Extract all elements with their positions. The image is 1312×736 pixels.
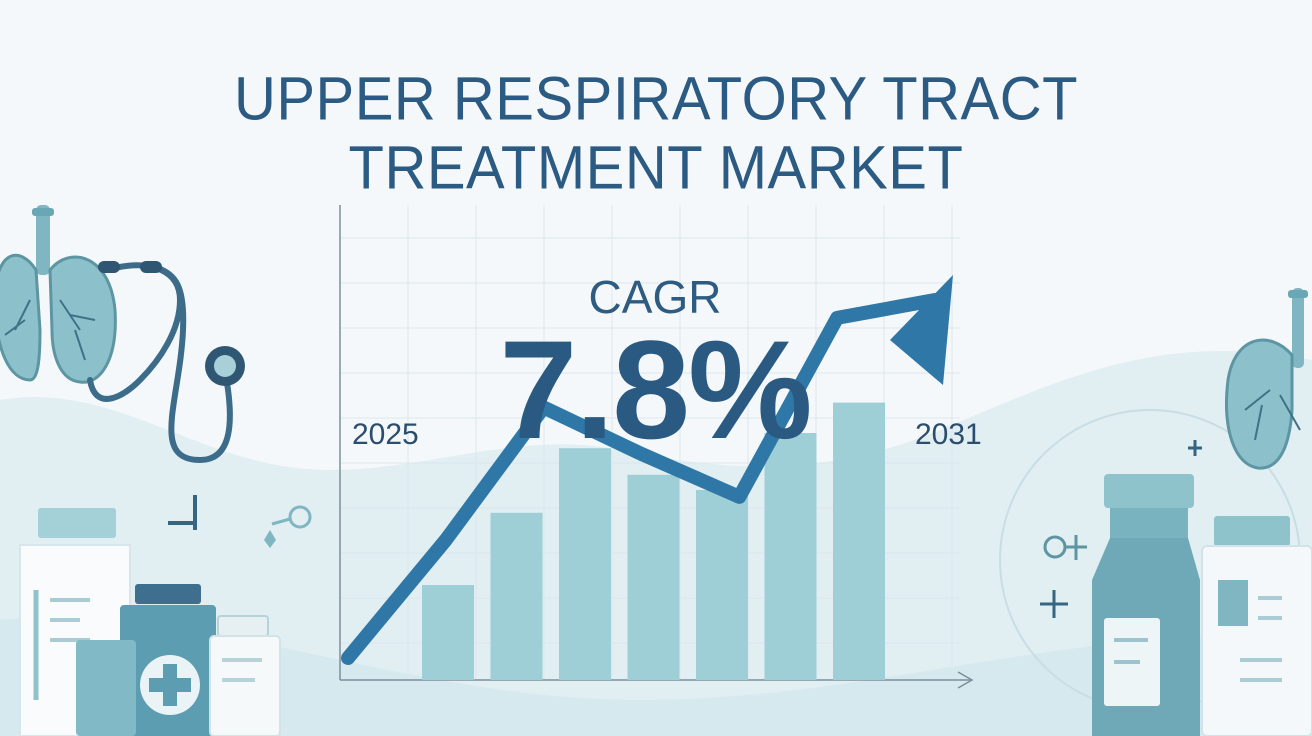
cagr-label: CAGR <box>588 271 722 323</box>
medicine-bottle-icon-right <box>1092 474 1312 736</box>
trend-line <box>341 293 942 665</box>
page-title: UPPER RESPIRATORY TRACT TREATMENT MARKET <box>0 65 1312 204</box>
title-line-1: UPPER RESPIRATORY TRACT <box>233 64 1079 133</box>
medical-cross-icon <box>140 655 200 715</box>
bar-6 <box>833 402 885 680</box>
syringe-icon <box>168 495 312 548</box>
pill-bottle-icon <box>76 584 281 736</box>
trend-arrowhead <box>890 275 953 385</box>
bar-3 <box>627 474 680 680</box>
title-line-2: TREATMENT MARKET <box>348 134 964 203</box>
x-end-label: 2031 <box>915 418 982 451</box>
right-decorations <box>1040 288 1312 736</box>
bar-5 <box>764 433 817 680</box>
x-start-label: 2025 <box>352 418 419 451</box>
lungs-icon-right <box>1225 288 1308 470</box>
lungs-icon <box>0 205 117 384</box>
bar-0 <box>422 585 474 680</box>
bar-4 <box>696 490 748 680</box>
syringe-icon-right <box>1040 440 1202 618</box>
x-axis-arrowhead <box>957 671 974 689</box>
bar-1 <box>490 512 543 680</box>
cagr-value: 7.8% <box>499 311 812 468</box>
bar-2 <box>559 448 611 680</box>
stethoscope-icon <box>87 261 245 464</box>
left-decorations <box>0 205 312 736</box>
